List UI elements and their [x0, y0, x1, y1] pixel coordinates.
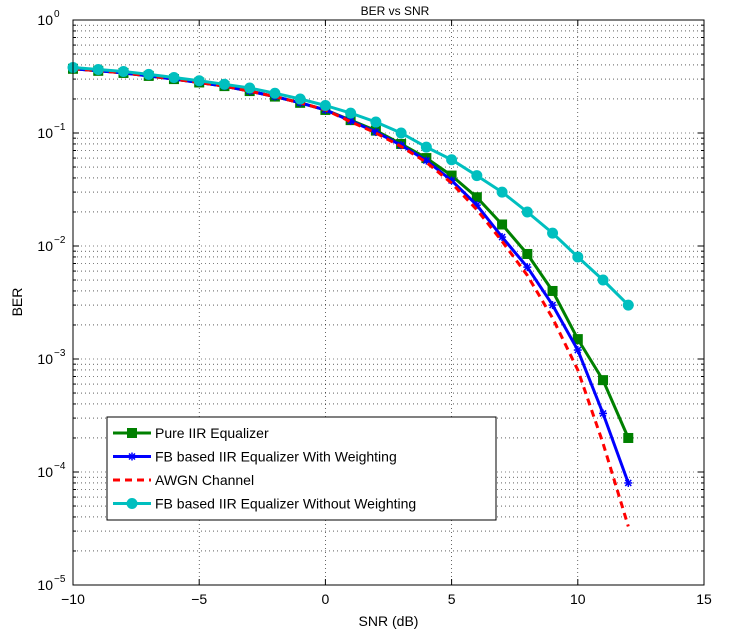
star-stroke — [372, 128, 380, 136]
data-point — [496, 186, 508, 198]
data-point — [471, 170, 483, 182]
star-stroke — [498, 233, 506, 241]
legend-swatch-marker — [128, 452, 136, 461]
y-tick-label: 10 — [37, 577, 53, 593]
x-tick-label: 10 — [570, 591, 586, 607]
data-point — [522, 248, 533, 259]
star-stroke — [422, 157, 430, 165]
x-axis-label: SNR (dB) — [359, 613, 419, 629]
data-point — [523, 263, 532, 272]
legend-entry: FB based IIR Equalizer With Weighting — [113, 449, 397, 465]
data-point — [597, 274, 609, 286]
data-point — [498, 233, 507, 242]
x-tick-label: −10 — [61, 591, 85, 607]
y-tick-label: 10 — [37, 351, 53, 367]
data-point — [572, 251, 584, 263]
data-point — [624, 478, 633, 487]
legend-label: Pure IIR Equalizer — [155, 425, 269, 441]
y-tick-exponent: −3 — [54, 348, 66, 359]
data-series — [67, 61, 634, 527]
data-point — [395, 127, 407, 139]
data-point — [319, 100, 331, 112]
data-point — [599, 409, 608, 418]
data-point — [168, 71, 180, 83]
data-point — [622, 299, 634, 311]
star-stroke — [549, 301, 557, 309]
data-point — [497, 219, 508, 230]
legend: Pure IIR Equalizer FB based IIR Equalizer… — [106, 416, 497, 521]
legend-label: AWGN Channel — [155, 472, 254, 488]
x-tick-labels: −10 −5 0 5 10 15 — [61, 591, 712, 607]
data-point — [193, 75, 205, 87]
data-point — [422, 156, 431, 165]
star-stroke — [599, 409, 607, 417]
y-tick-exponent: 0 — [54, 9, 60, 20]
data-point — [143, 68, 155, 80]
star-stroke — [523, 263, 531, 271]
y-tick-exponent: −1 — [54, 122, 66, 133]
legend-entry: FB based IIR Equalizer Without Weighting — [113, 496, 416, 512]
star-stroke — [574, 346, 582, 354]
chart-title: BER vs SNR — [361, 4, 430, 18]
y-tick-exponent: −2 — [54, 235, 66, 246]
data-point — [573, 346, 582, 355]
x-tick-label: 15 — [696, 591, 712, 607]
data-point — [92, 63, 104, 75]
data-point — [521, 206, 533, 218]
legend-box — [106, 416, 497, 521]
star-stroke — [347, 117, 355, 125]
x-tick-label: 0 — [322, 591, 330, 607]
data-point — [244, 82, 256, 94]
data-point — [547, 285, 558, 296]
data-point — [294, 93, 306, 105]
data-point — [345, 107, 357, 119]
legend-entry: Pure IIR Equalizer — [113, 425, 269, 441]
data-point — [598, 375, 609, 386]
star-stroke — [128, 452, 136, 461]
x-tick-label: −5 — [191, 591, 207, 607]
data-point — [548, 301, 557, 310]
data-point — [370, 116, 382, 128]
star-stroke — [624, 479, 632, 487]
y-tick-label: 10 — [37, 238, 53, 254]
y-tick-label: 10 — [37, 125, 53, 141]
y-tick-label: 10 — [37, 464, 53, 480]
y-tick-exponent: −4 — [54, 461, 66, 472]
data-point — [117, 66, 129, 78]
plot-frame — [72, 19, 705, 586]
data-point — [623, 432, 634, 443]
data-point — [446, 154, 458, 166]
data-point — [218, 78, 230, 90]
data-point — [420, 141, 432, 153]
legend-swatch-marker — [127, 428, 137, 438]
data-point — [269, 87, 281, 99]
data-point — [547, 227, 559, 239]
legend-label: FB based IIR Equalizer Without Weighting — [155, 496, 416, 512]
y-tick-label: 10 — [37, 12, 53, 28]
y-axis-label: BER — [9, 288, 25, 317]
y-tick-exponent: −5 — [54, 574, 66, 585]
x-tick-label: 5 — [448, 591, 456, 607]
legend-swatch-marker — [126, 498, 138, 509]
legend-label: FB based IIR Equalizer With Weighting — [155, 449, 397, 465]
legend-entry: AWGN Channel — [113, 472, 254, 488]
series-4 — [67, 61, 634, 311]
